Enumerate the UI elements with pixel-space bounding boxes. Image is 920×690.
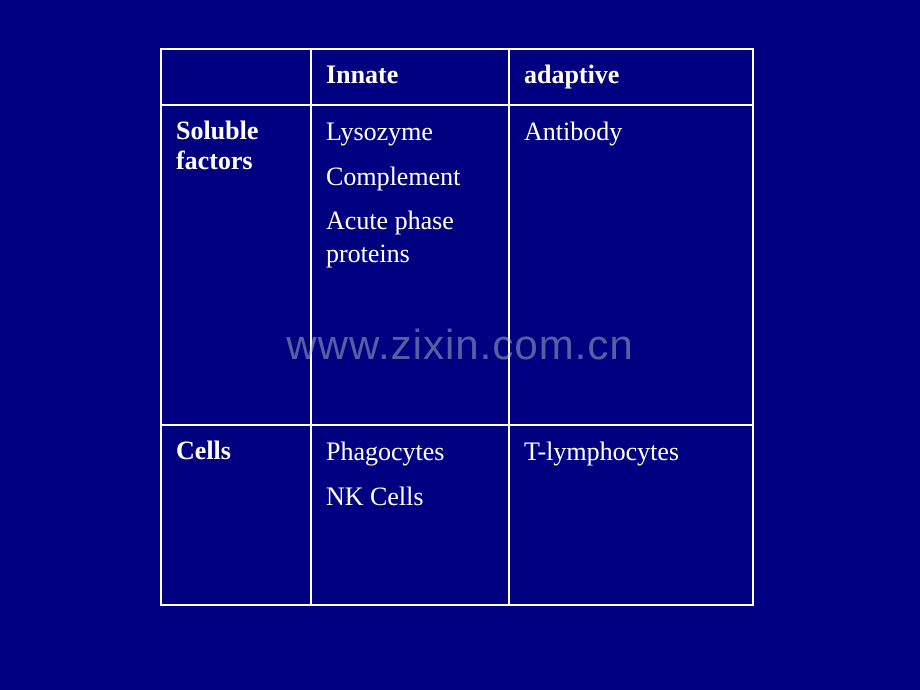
cell-cells-innate: Phagocytes NK Cells	[311, 425, 509, 605]
table-row: Cells Phagocytes NK Cells T-lymphocytes	[161, 425, 753, 605]
row-label-soluble-factors: Soluble factors	[161, 105, 311, 425]
header-empty	[161, 49, 311, 105]
immunity-table-container: Innate adaptive Soluble factors Lysozyme…	[160, 48, 754, 606]
cell-soluble-innate: Lysozyme Complement Acute phase proteins	[311, 105, 509, 425]
cell-soluble-adaptive: Antibody	[509, 105, 753, 425]
cell-text: NK Cells	[326, 481, 494, 514]
header-adaptive: adaptive	[509, 49, 753, 105]
immunity-table: Innate adaptive Soluble factors Lysozyme…	[160, 48, 754, 606]
cell-text: Lysozyme	[326, 116, 494, 149]
cell-text: T-lymphocytes	[524, 436, 738, 469]
table-row: Soluble factors Lysozyme Complement Acut…	[161, 105, 753, 425]
row-label-cells: Cells	[161, 425, 311, 605]
cell-cells-adaptive: T-lymphocytes	[509, 425, 753, 605]
cell-text: Antibody	[524, 116, 738, 149]
cell-text: Acute phase proteins	[326, 205, 494, 270]
cell-text: Phagocytes	[326, 436, 494, 469]
header-innate: Innate	[311, 49, 509, 105]
cell-text: Complement	[326, 161, 494, 194]
table-header-row: Innate adaptive	[161, 49, 753, 105]
